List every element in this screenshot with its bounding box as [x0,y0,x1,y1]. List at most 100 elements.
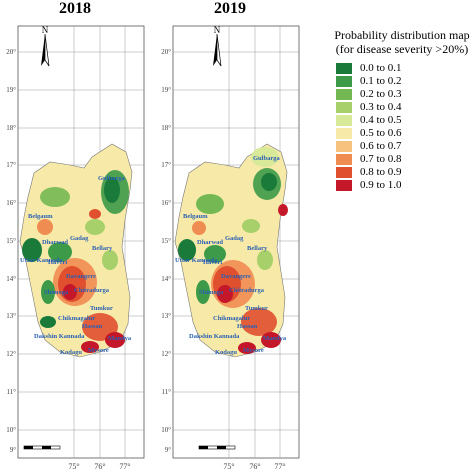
place-label: Gadag [225,235,244,242]
legend-title-line1: Probability distribution map [334,28,470,42]
place-label: Dharwad [42,239,68,246]
place-label: Gulbarga [253,155,280,162]
lon-tick-labels: 75° 76° 77° [68,462,130,471]
place-label: Kodagu [215,349,237,356]
map-panel-2018: 2018 20° 19° 18° 17° 16° 15° 14° 13° 12°… [0,0,150,474]
place-label: Tumkur [90,305,113,312]
legend-label: 0.5 to 0.6 [360,127,402,139]
lat-label: 10° [161,426,171,434]
place-label: Shimoga [44,289,69,296]
place-label: Davangere [221,273,251,280]
lat-label: 15° [6,237,16,245]
place-label: Dharwad [197,239,223,246]
map-panel-2019: 2019 20° 19° 18° 17° 16° 15° 14° 13° 12°… [155,0,305,474]
place-label: Chikmagalur [213,315,250,322]
legend-label: 0.6 to 0.7 [360,140,402,152]
lat-label: 18° [6,124,16,132]
legend-swatch [336,180,352,191]
place-label: Mandya [263,335,287,342]
year-title: 2019 [214,0,246,17]
place-label: Mysore [243,347,264,354]
legend-swatch [336,154,352,165]
legend-item: 0.6 to 0.7 [336,140,474,153]
legend-swatch [336,128,352,139]
north-arrow-icon: N [41,25,50,67]
legend-title-line2: (for disease severity >20%) [335,42,469,56]
lat-label: 14° [6,275,16,283]
lat-label: 18° [161,124,171,132]
lat-label: 16° [161,199,171,207]
lat-label: 12° [161,350,171,358]
lon-label: 75° [68,462,79,471]
legend-swatch [336,76,352,87]
legend-item: 0.4 to 0.5 [336,114,474,127]
probability-surface [174,143,288,358]
lat-label: 9° [10,446,17,454]
place-label: Haveri [48,259,67,266]
lon-label: 76° [94,462,105,471]
place-label: Chitradurga [74,287,110,294]
lon-label: 76° [249,462,260,471]
north-label: N [42,25,49,35]
legend-label: 0.2 to 0.3 [360,88,402,100]
place-label: Dakshin Kannada [34,333,85,340]
legend-swatch [336,63,352,74]
place-label: Chitradurga [229,287,265,294]
lat-label: 19° [6,86,16,94]
legend-label: 0.3 to 0.4 [360,101,402,113]
place-labels: Gulbarga Belgaum Dharwad Gadag Bellary U… [20,175,132,356]
legend-item: 0.1 to 0.2 [336,75,474,88]
legend-label: 0.7 to 0.8 [360,153,402,165]
place-label: Dakshin Kannada [189,333,240,340]
lat-label: 14° [161,275,171,283]
place-label: Bellary [92,245,113,252]
legend-item: 0.8 to 0.9 [336,166,474,179]
place-label: Bellary [247,245,268,252]
place-label: Belgaum [183,213,208,220]
north-label: N [214,25,221,35]
lat-label: 20° [161,48,171,56]
place-label: Gulbarga [98,175,125,182]
lon-label: 75° [223,462,234,471]
legend-swatch [336,89,352,100]
probability-surface [19,143,133,358]
lat-label: 12° [6,350,16,358]
place-label: Mysore [88,347,109,354]
lat-label: 11° [161,388,171,396]
legend-label: 0.8 to 0.9 [360,166,402,178]
lat-tick-labels: 20° 19° 18° 17° 16° 15° 14° 13° 12° 11° … [6,48,16,454]
lat-label: 11° [6,388,16,396]
lat-label: 16° [6,199,16,207]
legend-item: 0.3 to 0.4 [336,101,474,114]
place-label: Tumkur [245,305,268,312]
probability-map: 20° 19° 18° 17° 16° 15° 14° 13° 12° 11° … [6,25,145,471]
place-label: Gadag [70,235,89,242]
lon-label: 77° [274,462,285,471]
lat-label: 15° [161,237,171,245]
legend-label: 0.1 to 0.2 [360,75,402,87]
scale-bar-icon [198,445,236,450]
place-label: Haveri [203,259,222,266]
place-label: Chikmagalur [58,315,95,322]
place-label: Kodagu [60,349,82,356]
place-label: Davangere [66,273,96,280]
place-labels: Gulbarga Belgaum Dharwad Gadag Bellary U… [175,155,287,356]
legend-item: 0.5 to 0.6 [336,127,474,140]
year-title: 2018 [59,0,91,17]
lat-label: 10° [6,426,16,434]
lat-label: 17° [6,161,16,169]
lat-label: 13° [6,312,16,320]
place-label: Uttar Kannada [20,257,63,264]
place-label: Shimoga [199,289,224,296]
legend-swatch [336,141,352,152]
legend-label: 0.4 to 0.5 [360,114,402,126]
lat-label: 17° [161,161,171,169]
place-label: Hassan [82,323,103,330]
lon-label: 77° [119,462,130,471]
lat-label: 20° [6,48,16,56]
place-label: Mandya [108,335,132,342]
north-arrow-icon: N [213,25,222,67]
lon-tick-labels: 75° 76° 77° [223,462,285,471]
place-label: Belgaum [28,213,53,220]
place-label: Hassan [237,323,258,330]
